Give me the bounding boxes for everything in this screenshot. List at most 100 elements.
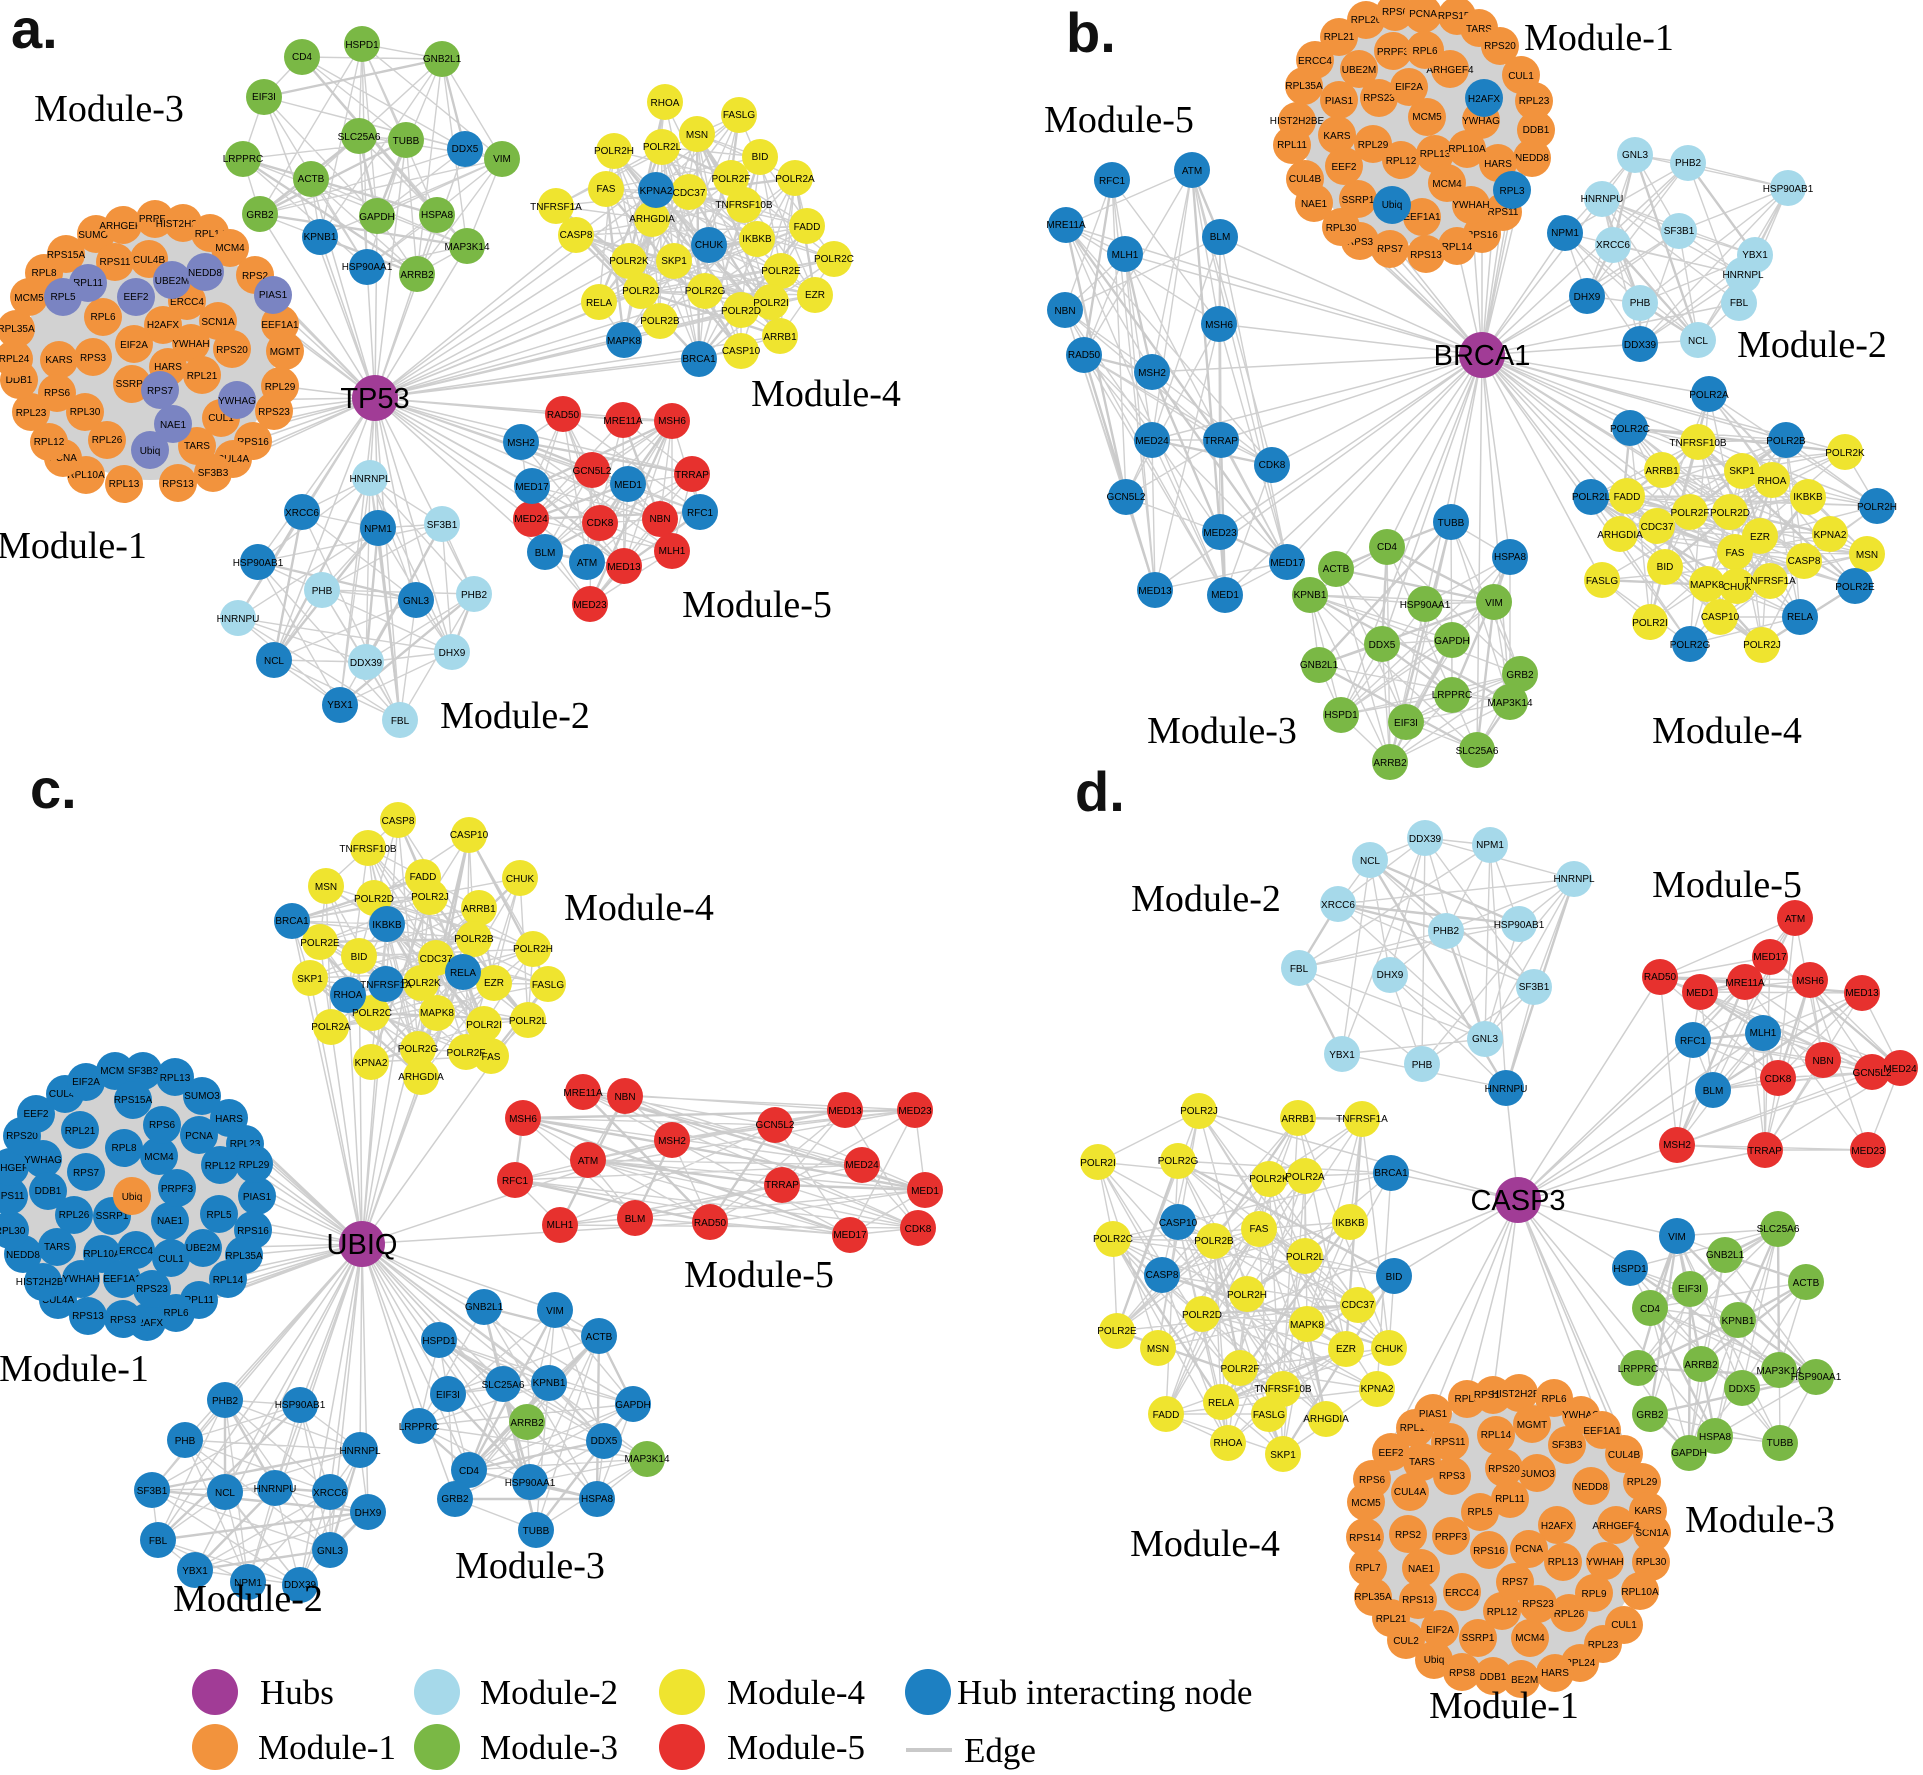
- svg-text:BID: BID: [1657, 562, 1674, 573]
- svg-text:TARS: TARS: [1466, 24, 1492, 35]
- svg-text:DHX9: DHX9: [439, 648, 466, 659]
- svg-text:HIST2H2BE: HIST2H2BE: [1270, 116, 1325, 127]
- svg-text:GNB2L1: GNB2L1: [423, 54, 462, 65]
- svg-text:RPL23: RPL23: [230, 1139, 261, 1150]
- svg-text:MGMT: MGMT: [270, 347, 301, 358]
- svg-text:FADD: FADD: [1614, 492, 1641, 503]
- svg-text:KPNA2: KPNA2: [1814, 530, 1847, 541]
- svg-text:TNFRSF10B: TNFRSF10B: [715, 200, 773, 211]
- svg-text:YWHAG: YWHAG: [1462, 116, 1500, 127]
- svg-text:MLH1: MLH1: [659, 546, 686, 557]
- svg-text:HSP90AB1: HSP90AB1: [275, 1400, 326, 1411]
- svg-text:RAD50: RAD50: [694, 1218, 727, 1229]
- svg-text:GRB2: GRB2: [246, 210, 274, 221]
- svg-text:RPS20: RPS20: [6, 1131, 38, 1142]
- svg-text:RPL21: RPL21: [1324, 32, 1355, 43]
- svg-text:MED17: MED17: [1753, 952, 1787, 963]
- svg-text:MCM5: MCM5: [100, 1066, 130, 1077]
- svg-text:Module-3: Module-3: [455, 1545, 605, 1587]
- svg-text:TUBB: TUBB: [523, 1526, 550, 1537]
- svg-text:EEF2: EEF2: [123, 292, 148, 303]
- svg-text:EIF3I: EIF3I: [436, 1390, 460, 1401]
- svg-text:NBN: NBN: [1812, 1056, 1833, 1067]
- svg-text:KPNA2: KPNA2: [355, 1058, 388, 1069]
- svg-text:POLR2F: POLR2F: [712, 174, 751, 185]
- svg-text:ERCC4: ERCC4: [170, 297, 204, 308]
- svg-text:RPL6: RPL6: [90, 312, 115, 323]
- svg-text:RELA: RELA: [586, 298, 612, 309]
- svg-text:GNL3: GNL3: [317, 1546, 344, 1557]
- svg-text:ARHGDIA: ARHGDIA: [1303, 1414, 1349, 1425]
- svg-text:ARHGDIA: ARHGDIA: [1597, 530, 1643, 541]
- svg-text:RPL29: RPL29: [239, 1160, 270, 1171]
- svg-text:RFC1: RFC1: [1680, 1036, 1707, 1047]
- svg-text:RPS23: RPS23: [1363, 93, 1395, 104]
- svg-text:RPL10A: RPL10A: [1448, 144, 1486, 155]
- svg-text:CDK8: CDK8: [1765, 1074, 1792, 1085]
- svg-text:Module-1: Module-1: [258, 1728, 396, 1767]
- svg-text:CUL4A: CUL4A: [217, 454, 250, 465]
- svg-text:RPL26: RPL26: [59, 1210, 90, 1221]
- svg-text:ATM: ATM: [1785, 914, 1805, 925]
- svg-text:MED17: MED17: [1270, 558, 1304, 569]
- svg-text:PHB: PHB: [175, 1436, 196, 1447]
- svg-text:GCN5L2: GCN5L2: [573, 466, 612, 477]
- svg-text:HSP90AA1: HSP90AA1: [342, 262, 393, 273]
- svg-text:BID: BID: [1386, 1272, 1403, 1283]
- svg-text:POLR2B: POLR2B: [1194, 1236, 1234, 1247]
- svg-text:GNL3: GNL3: [1622, 150, 1649, 161]
- svg-text:LRPPRC: LRPPRC: [1618, 1364, 1659, 1375]
- svg-text:IKBKB: IKBKB: [372, 920, 402, 931]
- svg-text:CDC37: CDC37: [420, 954, 453, 965]
- svg-text:PCNA: PCNA: [185, 1131, 213, 1142]
- svg-text:RPL23: RPL23: [16, 408, 47, 419]
- svg-text:POLR2D: POLR2D: [721, 306, 761, 317]
- svg-text:d.: d.: [1075, 760, 1125, 823]
- svg-text:SSRP1: SSRP1: [116, 379, 149, 390]
- svg-text:RPL35A: RPL35A: [0, 324, 35, 335]
- svg-text:NCL: NCL: [1360, 856, 1380, 867]
- svg-text:PIAS1: PIAS1: [1419, 1409, 1448, 1420]
- svg-text:HSP90AB1: HSP90AB1: [233, 558, 284, 569]
- svg-text:RPL14: RPL14: [195, 229, 226, 240]
- svg-text:POLR2I: POLR2I: [1080, 1158, 1116, 1169]
- svg-text:CD4: CD4: [292, 52, 312, 63]
- svg-text:PRPF3: PRPF3: [139, 214, 172, 225]
- svg-text:SF3B1: SF3B1: [427, 520, 458, 531]
- svg-text:MLH1: MLH1: [547, 1220, 574, 1231]
- svg-text:NEDD8: NEDD8: [188, 268, 222, 279]
- svg-text:EIF2A: EIF2A: [1426, 1625, 1454, 1636]
- svg-text:BLM: BLM: [1703, 1086, 1724, 1097]
- svg-text:POLR2E: POLR2E: [300, 938, 340, 949]
- svg-text:CUL1: CUL1: [1508, 71, 1534, 82]
- svg-text:KARS: KARS: [45, 355, 73, 366]
- svg-text:EEF2: EEF2: [1378, 1448, 1403, 1459]
- svg-text:FBL: FBL: [149, 1536, 168, 1547]
- svg-text:PCNA: PCNA: [49, 453, 77, 464]
- svg-text:CDK8: CDK8: [1259, 460, 1286, 471]
- svg-text:SLC25A6: SLC25A6: [338, 132, 381, 143]
- svg-text:ARRB1: ARRB1: [763, 332, 797, 343]
- svg-text:TNFRSF1A: TNFRSF1A: [530, 202, 582, 213]
- svg-text:RAD50: RAD50: [547, 410, 580, 421]
- svg-text:POLR2C: POLR2C: [814, 254, 854, 265]
- svg-text:Module-2: Module-2: [1131, 878, 1281, 920]
- svg-text:Module-3: Module-3: [480, 1728, 618, 1767]
- svg-text:MRE11A: MRE11A: [1046, 220, 1086, 231]
- svg-text:RPL6: RPL6: [1412, 46, 1437, 57]
- svg-text:TRRAP: TRRAP: [675, 470, 709, 481]
- svg-text:MAPK8: MAPK8: [1690, 580, 1724, 591]
- svg-text:VIM: VIM: [1668, 1232, 1686, 1243]
- svg-text:RFC1: RFC1: [687, 508, 714, 519]
- svg-text:MAP3K14: MAP3K14: [444, 242, 489, 253]
- svg-text:Module-4: Module-4: [1652, 710, 1802, 752]
- svg-text:CASP8: CASP8: [560, 230, 593, 241]
- svg-text:Ubiq: Ubiq: [1382, 200, 1403, 211]
- svg-text:RPL29: RPL29: [265, 382, 296, 393]
- svg-text:RPL12: RPL12: [1386, 156, 1417, 167]
- svg-text:HIST2H2BE: HIST2H2BE: [16, 1277, 71, 1288]
- svg-text:HSPD1: HSPD1: [345, 40, 379, 51]
- svg-text:RPL13: RPL13: [1420, 149, 1451, 160]
- svg-text:RPS23: RPS23: [136, 1284, 168, 1295]
- svg-text:SF3B3: SF3B3: [198, 468, 229, 479]
